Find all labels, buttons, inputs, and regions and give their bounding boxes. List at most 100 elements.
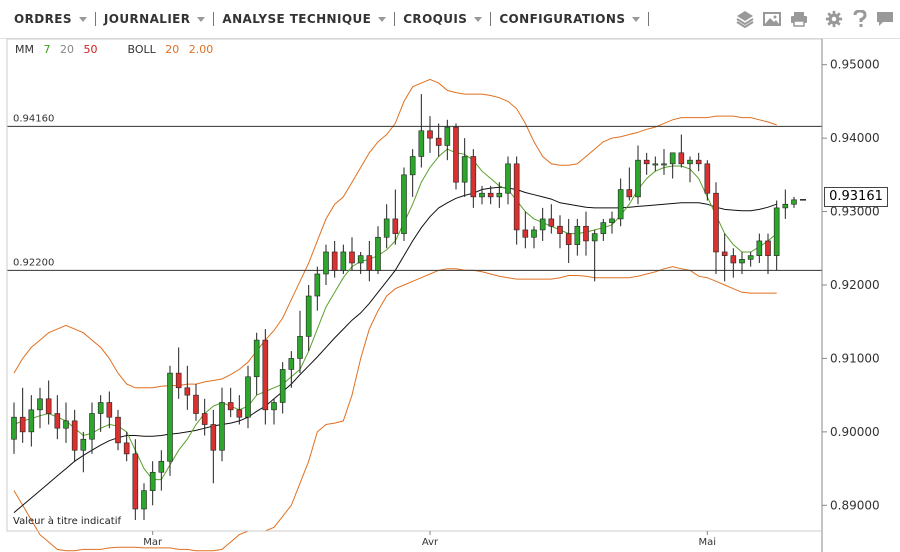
candle-body [747, 255, 754, 260]
menu-journalier[interactable]: JOURNALIER [96, 0, 214, 38]
candle-body [591, 233, 598, 242]
candle-body [279, 369, 286, 403]
legend-boll-label: BOLL [127, 43, 156, 56]
legend-boll-deviation: 2.00 [188, 43, 214, 56]
candle-body [106, 402, 113, 418]
layers-icon[interactable] [736, 10, 754, 28]
candle-body [531, 229, 537, 238]
x-tick-label: Mar [143, 537, 163, 548]
candle-body [487, 192, 494, 198]
gear-icon[interactable] [824, 10, 844, 28]
candle-body [721, 251, 728, 256]
indicator-legend: MM 7 20 50 BOLL 20 2.00 [15, 43, 243, 56]
candle-body [643, 159, 650, 165]
candle-body [227, 402, 234, 411]
candle-body [427, 130, 433, 139]
candle-body [791, 199, 797, 205]
x-tick-label: Avr [422, 537, 439, 548]
candle-body [617, 189, 624, 220]
candle-body [123, 442, 130, 455]
candle-body [323, 251, 329, 275]
candle-body [513, 163, 520, 231]
candle-body [782, 203, 789, 209]
chat-icon[interactable] [876, 11, 894, 27]
main-menu: ORDRES JOURNALIER ANALYSE TECHNIQUE CROQ… [6, 0, 650, 38]
candle-body [522, 229, 529, 238]
candle-body [687, 159, 693, 165]
chevron-down-icon [197, 16, 206, 22]
candle-body [245, 376, 251, 418]
candle-body [626, 189, 633, 198]
candle-body [773, 207, 780, 256]
candle-body [375, 236, 381, 271]
candle-body [80, 438, 87, 451]
top-toolbar: ORDRES JOURNALIER ANALYSE TECHNIQUE CROQ… [0, 0, 900, 39]
y-tick-label: 0.94000 [830, 131, 880, 145]
candle-body [89, 413, 95, 440]
legend-boll[interactable]: BOLL 20 2.00 [127, 43, 219, 56]
candle-body [539, 218, 546, 231]
y-tick-label: 0.93000 [830, 205, 880, 219]
candlesticks [11, 94, 806, 520]
price-chart[interactable]: 0.94160 0.92200 0.89000 0.90000 0.91000 0.92… [0, 38, 900, 552]
candle-body [28, 409, 35, 433]
candle-body [669, 152, 676, 165]
candle-body [331, 251, 338, 271]
legend-mm-label: MM [15, 43, 34, 56]
legend-boll-period: 20 [165, 43, 180, 56]
candle-body [470, 156, 477, 198]
horizontal-level-label: 0.94160 [13, 113, 54, 124]
candle-body [314, 273, 321, 297]
candle-body [713, 192, 719, 253]
legend-mm-period-7: 7 [43, 43, 51, 56]
candle-body [756, 240, 763, 256]
candle-body [652, 163, 659, 166]
candle-body [115, 416, 121, 444]
menu-configurations[interactable]: CONFIGURATIONS [491, 0, 648, 38]
candle-body [461, 156, 468, 183]
candle-body [695, 159, 702, 165]
candle-body [357, 255, 364, 264]
candle-body [574, 225, 581, 245]
candle-body [383, 218, 390, 238]
candle-body [704, 163, 711, 194]
candle-body [418, 130, 425, 157]
candle-body [435, 137, 442, 146]
print-icon[interactable] [790, 11, 808, 27]
menu-ordres[interactable]: ORDRES [6, 0, 95, 38]
candle-body [366, 255, 373, 271]
candle-body [11, 416, 17, 440]
candle-body [236, 409, 243, 418]
candle-body [765, 240, 771, 256]
candle-body [583, 225, 589, 242]
candle-body [175, 372, 182, 389]
toolbar-icons [727, 10, 894, 28]
menu-configurations-label: CONFIGURATIONS [499, 12, 626, 26]
legend-mm[interactable]: MM 7 20 50 [15, 43, 103, 56]
candle-body [167, 372, 173, 462]
disclaimer-text: Valeur à titre indicatif [13, 516, 121, 527]
menu-divider [490, 12, 492, 26]
candle-body [193, 394, 199, 414]
current-price-badge: 0.93161 [824, 187, 888, 207]
chevron-down-icon [632, 16, 641, 22]
candle-body [297, 336, 303, 359]
candle-body [730, 255, 737, 264]
candle-body [37, 398, 43, 411]
menu-divider [213, 12, 215, 26]
help-icon[interactable] [853, 10, 867, 28]
candle-body [678, 152, 685, 165]
menu-croquis[interactable]: CROQUIS [395, 0, 490, 38]
menu-analyse-technique[interactable]: ANALYSE TECHNIQUE [214, 0, 394, 38]
candle-body [557, 225, 563, 234]
image-icon[interactable] [763, 11, 781, 27]
candle-body [288, 358, 295, 370]
candle-body [210, 424, 217, 451]
candle-body [453, 126, 459, 183]
legend-mm-period-20: 20 [59, 43, 74, 56]
candle-body [496, 192, 503, 198]
candle-body [444, 126, 451, 146]
candle-body [54, 413, 61, 429]
candle-body [401, 174, 407, 234]
candle-body [505, 163, 511, 194]
